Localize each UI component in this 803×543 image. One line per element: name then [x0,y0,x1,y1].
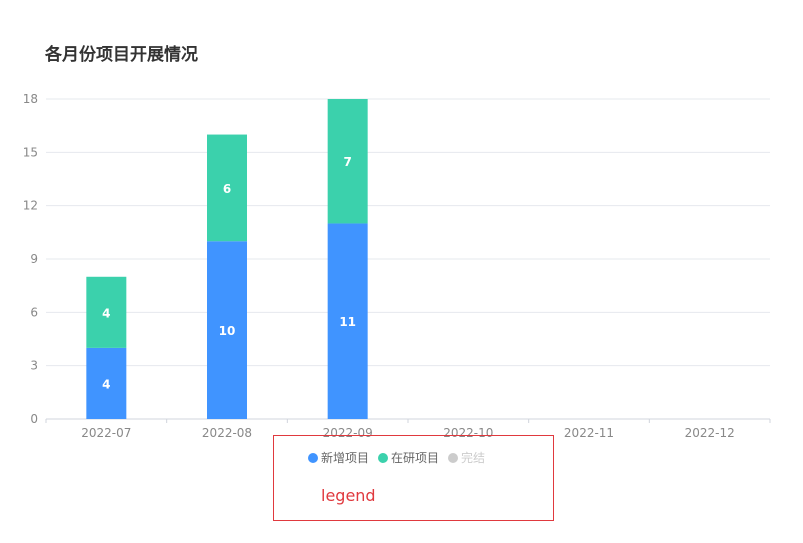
x-tick-label: 2022-07 [81,426,131,440]
x-tick-label: 2022-11 [564,426,614,440]
y-tick-label: 18 [23,92,38,106]
annotation-box [273,435,554,521]
y-tick-label: 0 [30,412,38,426]
bar-value-label: 4 [102,306,110,320]
bar-value-label: 4 [102,377,110,391]
y-tick-label: 3 [30,359,38,373]
y-tick-label: 6 [30,305,38,319]
bar-value-label: 10 [219,324,236,338]
bar-value-label: 11 [339,315,356,329]
y-tick-label: 9 [30,252,38,266]
y-tick-label: 15 [23,145,38,159]
bar-value-label: 6 [223,182,231,196]
x-tick-label: 2022-08 [202,426,252,440]
x-tick-label: 2022-12 [685,426,735,440]
bar-value-label: 7 [343,155,351,169]
y-tick-label: 12 [23,199,38,213]
annotation-label: legend [321,486,376,505]
